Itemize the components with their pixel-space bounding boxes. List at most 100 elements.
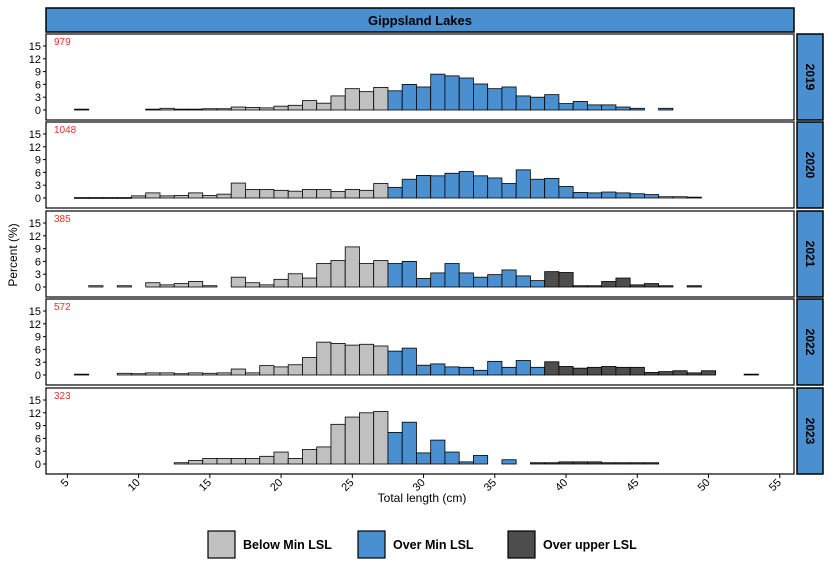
bar (601, 104, 617, 111)
legend: Below Min LSL Over Min LSL Over upper LSL (207, 530, 637, 559)
bar (373, 345, 389, 376)
bar (102, 197, 118, 199)
year-strip (796, 121, 824, 209)
bar (344, 344, 360, 376)
bar (88, 285, 104, 288)
bar (629, 284, 645, 288)
bar (416, 452, 432, 465)
bar (544, 94, 560, 111)
bar (316, 446, 332, 465)
bar (159, 284, 175, 288)
legend-label: Over upper LSL (543, 538, 637, 552)
bar (316, 263, 332, 288)
legend-item-over: Over Min LSL (357, 530, 474, 559)
y-tick-label: 12 (29, 408, 41, 420)
bar (544, 361, 560, 376)
bar (173, 195, 189, 199)
bar (245, 458, 261, 465)
bar (544, 177, 560, 199)
bar (672, 370, 688, 376)
y-tick-label: 6 (35, 256, 41, 268)
bar (644, 194, 660, 199)
bar (658, 371, 674, 376)
chart-title: Gippsland Lakes (368, 13, 472, 28)
bar (74, 197, 90, 199)
bar (430, 439, 446, 465)
y-tick-label: 15 (29, 218, 41, 230)
bar (530, 280, 546, 288)
bar (216, 372, 232, 376)
bar (430, 363, 446, 376)
x-tick-label: 35 (482, 477, 499, 494)
bar (672, 196, 688, 199)
y-tick-label: 3 (35, 446, 41, 458)
x-tick-label: 10 (126, 477, 143, 494)
bar (273, 189, 289, 199)
bar (458, 171, 474, 199)
bar (216, 193, 232, 199)
bar (216, 108, 232, 111)
bar (658, 285, 674, 288)
bar (686, 196, 702, 199)
y-axis-label: Percent (%) (6, 223, 20, 286)
bar (273, 278, 289, 288)
bar (202, 108, 218, 111)
x-tick-label: 40 (553, 477, 570, 494)
bar (259, 107, 275, 111)
bar (473, 455, 489, 465)
bar (743, 373, 759, 376)
bar (145, 192, 161, 199)
bar (145, 282, 161, 288)
bar (615, 366, 631, 376)
bar (131, 195, 147, 199)
y-tick-label: 6 (35, 167, 41, 179)
bar (601, 191, 617, 199)
bar (330, 95, 346, 111)
y-tick-label: 12 (29, 319, 41, 331)
bar (644, 372, 660, 376)
bar (74, 373, 90, 376)
sample-size-label: 572 (54, 302, 71, 313)
bar (344, 416, 360, 465)
bar (401, 178, 417, 199)
bar (473, 83, 489, 111)
bar (416, 364, 432, 376)
sample-size-label: 979 (54, 37, 71, 48)
bar (601, 462, 617, 465)
bar (330, 260, 346, 288)
bar (173, 373, 189, 376)
bar (587, 285, 603, 288)
y-tick-label: 9 (35, 67, 41, 79)
bar (88, 197, 104, 199)
bar (245, 107, 261, 111)
y-tick-label: 3 (35, 92, 41, 104)
bar (359, 343, 375, 376)
x-tick-label: 45 (624, 477, 641, 494)
bar (700, 370, 717, 376)
bar (401, 421, 417, 465)
bar (373, 411, 389, 465)
bar (330, 191, 346, 199)
sample-size-label: 385 (54, 214, 71, 225)
bar (302, 100, 318, 111)
bar (501, 366, 517, 376)
bar (629, 462, 645, 465)
x-tick-label: 55 (767, 477, 784, 494)
bar (644, 283, 660, 288)
y-tick-label: 3 (35, 180, 41, 192)
bar (173, 108, 189, 111)
x-tick-label: 20 (268, 477, 285, 494)
bar (487, 177, 503, 199)
legend-item-upper: Over upper LSL (507, 530, 637, 559)
bar (302, 449, 318, 465)
bar (202, 195, 218, 199)
bar (173, 462, 189, 465)
bar (430, 175, 446, 199)
bar (173, 283, 189, 288)
bar (273, 366, 289, 376)
bar (287, 458, 303, 465)
bar (316, 341, 332, 376)
y-tick-label: 15 (29, 41, 41, 53)
